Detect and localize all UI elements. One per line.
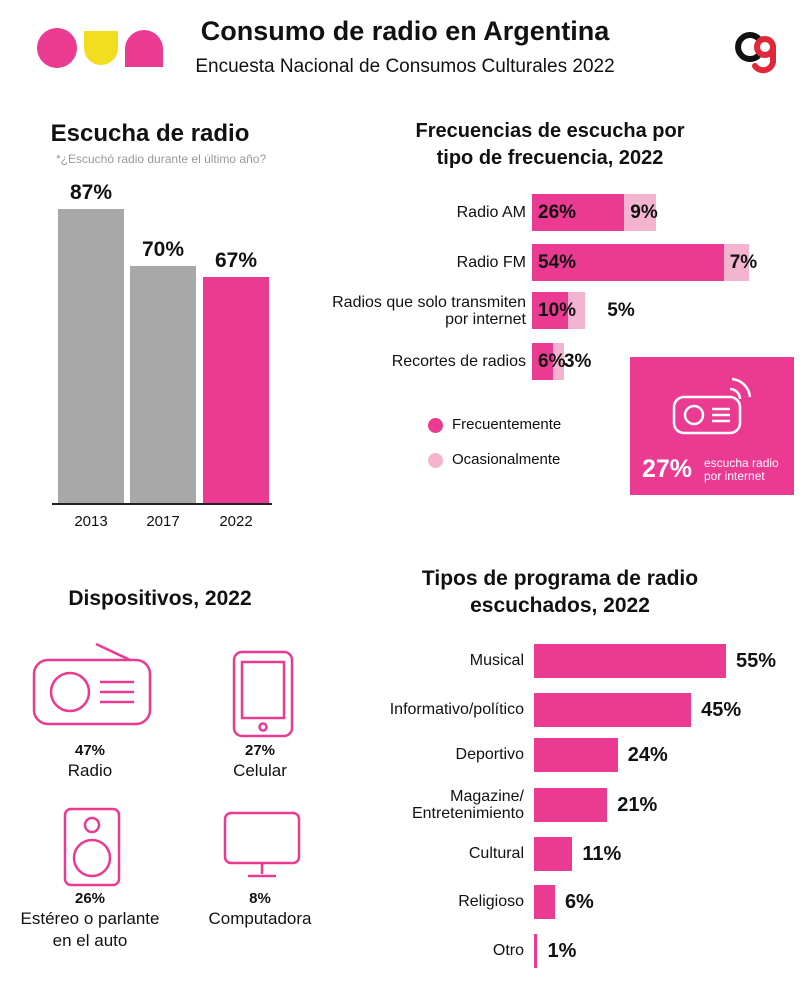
category-label: Otro — [492, 942, 524, 959]
data-label: 1% — [547, 940, 577, 962]
speaker-icon — [63, 807, 121, 887]
bar-ocasionalmente — [553, 343, 564, 380]
bar — [130, 266, 196, 503]
data-label: 54% — [538, 252, 577, 273]
chart1-title: Escucha de radio — [50, 120, 250, 147]
category-label: Deportivo — [455, 746, 524, 763]
bar — [534, 644, 726, 678]
data-label: 24% — [627, 744, 668, 766]
device-value: 26% — [74, 890, 106, 907]
callout-text: escucha radio por internet — [704, 456, 779, 483]
cg-logo — [735, 32, 776, 74]
category-label: Recortes de radios — [391, 352, 526, 370]
data-label: 45% — [701, 699, 742, 721]
chart1-baseline — [52, 503, 272, 505]
data-label: 3% — [563, 351, 592, 372]
bar — [534, 788, 608, 822]
data-label: 6% — [538, 351, 566, 372]
x-tick-label: 2022 — [219, 513, 253, 530]
device-label: Radio — [67, 761, 113, 780]
monitor-icon — [223, 811, 301, 878]
callout-value: 27% — [642, 455, 693, 483]
page-title: Consumo de radio en Argentina — [200, 16, 610, 46]
bar-ocasionalmente — [624, 194, 657, 231]
radio-waves-icon — [672, 377, 752, 435]
data-label: 67% — [214, 248, 258, 272]
category-label: Radio FM — [456, 253, 526, 271]
category-label: Magazine/ Entretenimiento — [411, 788, 524, 822]
mobile-phone-icon — [232, 650, 294, 738]
legend-label-frecuentemente: Frecuentemente — [452, 416, 562, 433]
legend-marker-ocasionalmente — [428, 453, 443, 468]
data-label: 70% — [141, 238, 185, 262]
device-label: Estéreo o parlante en el auto — [20, 909, 160, 950]
device-label: Computadora — [208, 909, 312, 928]
data-label: 87% — [69, 180, 113, 204]
category-label: Radio AM — [456, 203, 526, 221]
chart1-subtitle: *¿Escuchó radio durante el último año? — [56, 152, 267, 166]
data-label: 7% — [729, 252, 758, 273]
data-label: 9% — [630, 202, 658, 223]
bar-frecuentemente — [532, 292, 568, 329]
data-label: 55% — [736, 650, 777, 672]
category-label: Informativo/político — [389, 701, 524, 718]
devices-title: Dispositivos, 2022 — [68, 587, 252, 610]
radio-icon — [32, 642, 152, 726]
device-label: Celular — [233, 761, 287, 780]
bar-ocasionalmente — [723, 244, 749, 281]
bar — [534, 837, 573, 871]
category-label: Musical — [469, 652, 524, 669]
bar — [534, 934, 538, 968]
category-label: Cultural — [468, 845, 524, 862]
x-tick-label: 2013 — [74, 513, 108, 530]
bar — [534, 738, 618, 772]
data-label: 6% — [564, 891, 594, 913]
category-label: Religioso — [458, 893, 524, 910]
category-label: Radios que solo transmiten por internet — [332, 293, 526, 328]
bar — [534, 693, 692, 727]
legend-marker-frecuentemente — [428, 418, 443, 433]
three-shapes-logo — [37, 28, 163, 68]
data-label: 5% — [607, 300, 635, 321]
device-value: 47% — [74, 742, 106, 759]
bar — [203, 276, 269, 503]
bar-frecuentemente — [532, 244, 724, 281]
legend-label-ocasionalmente: Ocasionalmente — [452, 451, 561, 468]
data-label: 26% — [538, 202, 577, 223]
bar-ocasionalmente — [567, 292, 586, 329]
x-tick-label: 2017 — [146, 513, 180, 530]
bar-frecuentemente — [532, 194, 625, 231]
data-label: 11% — [582, 843, 622, 865]
internet-radio-callout: 27% escucha radio por internet — [630, 357, 794, 495]
chart2-title: Frecuencias de escucha por tipo de frecu… — [415, 120, 685, 169]
bar — [58, 208, 124, 503]
bar-frecuentemente — [532, 343, 554, 380]
device-value: 8% — [249, 890, 271, 907]
data-label: 10% — [538, 300, 577, 321]
page-subtitle: Encuesta Nacional de Consumos Culturales… — [195, 56, 615, 77]
chart4-title: Tipos de programa de radio escuchados, 2… — [421, 567, 699, 617]
device-value: 27% — [244, 742, 276, 759]
bar — [534, 885, 555, 919]
data-label: 21% — [617, 794, 658, 816]
